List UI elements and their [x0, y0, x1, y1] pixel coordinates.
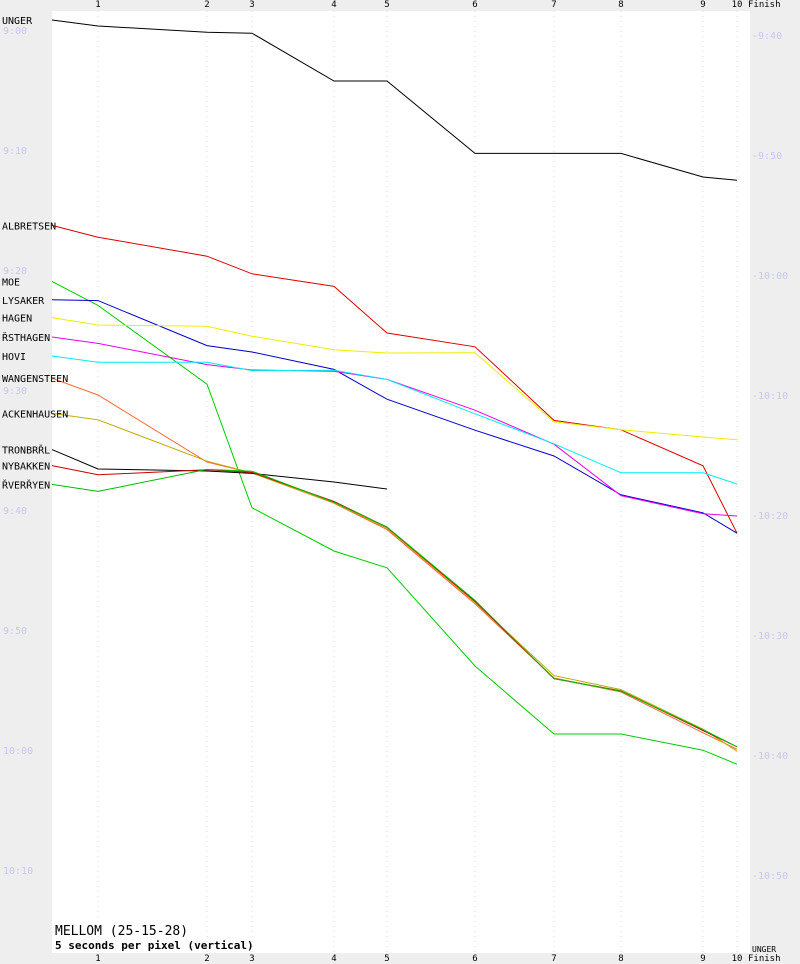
x-tick-label: 9	[700, 954, 705, 964]
series-start-label: HAGEN	[2, 314, 32, 325]
series-start-label: NYBAKKEN	[2, 462, 50, 473]
x-tick-label: 8	[618, 954, 623, 964]
series-start-label: HOVI	[2, 352, 26, 363]
y-right-tick-label: -10:40	[752, 751, 788, 762]
y-right-tick-label: -10:20	[752, 511, 788, 522]
x-tick-label: 2	[204, 954, 209, 964]
x-tick-label: 8	[618, 0, 623, 10]
x-tick-label: 7	[551, 954, 556, 964]
series-start-label: WANGENSTEEN	[2, 374, 68, 385]
y-right-tick-label: -10:00	[752, 271, 788, 282]
x-axis-ticks: 1 1 2 2 3 3 4 4 5 5 6 6 7 7 8 8 9 9 10 10 Finish Finish	[95, 0, 780, 964]
series-start-label: ŘVERŘYEN	[2, 478, 50, 491]
y-left-tick-label: 9:00	[3, 26, 27, 37]
x-tick-label: 2	[204, 0, 209, 10]
series-labels: UNGER ALBRETSEN MOE LYSAKER HAGEN ŘSTHAGEN HOV…	[2, 16, 776, 954]
series-start-label: ŘSTHAGEN	[2, 331, 50, 344]
series-line	[51, 224, 738, 534]
y-axis-ticks: 9:00 9:10 9:20 9:30 9:40 9:50 10:00 10:10 -9:40 -…	[3, 26, 788, 882]
x-tick-label: 4	[331, 0, 336, 10]
x-tick-label: 7	[551, 0, 556, 10]
series-line	[51, 377, 738, 750]
chart-title: MELLOM (25-15-28)	[55, 924, 189, 939]
y-right-tick-label: -9:40	[752, 31, 782, 42]
series-start-label: LYSAKER	[2, 296, 45, 307]
y-right-tick-label: -10:50	[752, 871, 788, 882]
series-start-label: MOE	[2, 277, 20, 288]
y-left-tick-label: 9:30	[3, 386, 27, 397]
x-tick-label: Finish	[748, 954, 781, 964]
top-margin-panel	[0, 0, 800, 11]
y-left-tick-label: 10:00	[3, 746, 33, 757]
series-start-label: ACKENHAUSEN	[2, 409, 68, 420]
series-line	[51, 412, 738, 752]
series-end-label: UNGER	[752, 945, 776, 954]
x-tick-label: 10	[732, 0, 743, 10]
y-left-tick-label: 9:50	[3, 626, 27, 637]
series-start-label: ALBRETSEN	[2, 221, 56, 232]
chart-subtitle: 5 seconds per pixel (vertical)	[55, 939, 254, 952]
series-line	[51, 299, 738, 534]
y-left-tick-label: 9:20	[3, 266, 27, 277]
series-line	[51, 355, 738, 485]
right-margin-panel	[750, 0, 800, 964]
series-line	[51, 317, 738, 441]
left-margin-panel	[0, 0, 52, 964]
series-line	[51, 468, 738, 748]
x-tick-label: 6	[472, 954, 477, 964]
series-lines	[51, 19, 738, 765]
y-right-tick-label: -10:30	[752, 631, 788, 642]
series-start-label: TRONBRŘL	[2, 444, 50, 457]
y-left-tick-label: 9:40	[3, 506, 27, 517]
series-line	[51, 19, 738, 181]
x-tick-label: 1	[95, 0, 100, 10]
x-tick-label: 10	[732, 954, 743, 964]
x-tick-label: 5	[384, 954, 389, 964]
series-start-label: UNGER	[2, 16, 33, 27]
x-tick-label: 5	[384, 0, 389, 10]
chart-caption: MELLOM (25-15-28) 5 seconds per pixel (v…	[55, 924, 254, 952]
series-line	[51, 449, 388, 490]
x-tick-label: 6	[472, 0, 477, 10]
x-tick-label: Finish	[748, 0, 781, 10]
x-tick-label: 1	[95, 954, 100, 964]
x-tick-label: 3	[249, 954, 254, 964]
y-left-tick-label: 9:10	[3, 146, 27, 157]
x-tick-label: 4	[331, 954, 336, 964]
x-tick-label: 9	[700, 0, 705, 10]
y-right-tick-label: -10:10	[752, 391, 788, 402]
x-tick-label: 3	[249, 0, 254, 10]
y-right-tick-label: -9:50	[752, 151, 782, 162]
y-left-tick-label: 10:10	[3, 866, 33, 877]
bottom-margin-panel	[0, 953, 800, 964]
